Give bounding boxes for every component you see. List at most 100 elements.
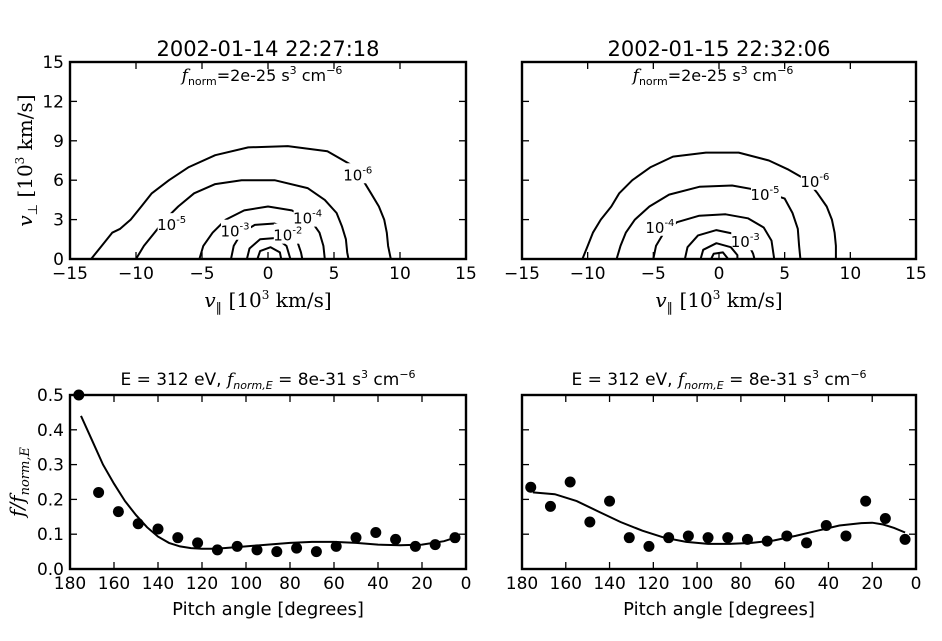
x-tick-label: −5: [641, 264, 666, 284]
data-point: [840, 530, 852, 542]
data-point: [879, 513, 891, 525]
x-axis-label: Pitch angle [degrees]: [623, 599, 815, 620]
y-axis-label: v⊥ [103 km/s]: [13, 94, 41, 226]
x-tick-label: 15: [905, 264, 927, 284]
x-tick-label: 40: [367, 574, 389, 594]
data-point: [584, 516, 596, 528]
data-point: [192, 537, 204, 549]
x-tick-label: 60: [323, 574, 345, 594]
data-point: [152, 523, 164, 535]
contour-label: 10-5: [157, 215, 186, 234]
contour-line: [683, 229, 756, 260]
contour-line: [699, 242, 739, 260]
data-point: [93, 486, 105, 498]
y-tick-label: 0.1: [37, 525, 64, 545]
data-point: [564, 476, 576, 488]
y-tick-label: 0.3: [37, 456, 64, 476]
data-point: [132, 518, 144, 530]
data-point: [702, 532, 714, 544]
fnorm-annotation: fnorm=2e-25 s3 cm−6: [631, 64, 794, 88]
y-tick-label: 0.5: [37, 386, 64, 406]
data-point: [449, 532, 461, 544]
x-tick-label: 40: [818, 574, 840, 594]
x-tick-label: 160: [550, 574, 582, 594]
y-tick-label: 3: [53, 211, 64, 231]
contour-label: 10-5: [750, 185, 779, 204]
data-point: [211, 544, 223, 556]
contour-label-bg: [800, 169, 831, 190]
x-tick-label: 0: [714, 264, 725, 284]
contour-label-bg: [157, 213, 188, 234]
panel-3: 180 160 140 120 100 80 60 40 20 0 0.0 0.1 0.2 0.3 0.4 0…: [5, 368, 471, 620]
contour-label: 10-3: [731, 232, 760, 251]
x-tick-label: 180: [506, 574, 538, 594]
contour-label: 10-4: [293, 209, 322, 228]
data-point: [899, 533, 911, 545]
data-point: [390, 533, 402, 545]
y-tick-label: 0.2: [37, 490, 64, 510]
y-tick-label: 0.4: [37, 421, 64, 441]
x-tick-label: 100: [230, 574, 262, 594]
data-point: [544, 500, 556, 512]
x-tick-label: 0: [461, 574, 472, 594]
x-tick-label: 80: [730, 574, 752, 594]
panel-4: 180 160 140 120 100 80 60 40 20 0 E = 312 eV, fnor…: [506, 368, 922, 620]
x-tick-label: −10: [570, 264, 606, 284]
x-tick-label: −5: [189, 264, 214, 284]
x-tick-label: 15: [455, 264, 477, 284]
x-axis-label: v∥ [103 km/s]: [655, 288, 782, 316]
contour-line: [581, 151, 837, 260]
x-tick-label: 5: [779, 264, 790, 284]
panel-title: 2002-01-15 22:32:06: [607, 37, 830, 61]
data-point: [623, 532, 635, 544]
x-axis-label: Pitch angle [degrees]: [172, 599, 364, 620]
data-point: [231, 540, 243, 552]
x-tick-label: 140: [593, 574, 625, 594]
data-point: [643, 540, 655, 552]
data-point: [350, 532, 362, 544]
contour-line: [256, 246, 283, 260]
data-point: [330, 540, 342, 552]
panel-2: −15 −10 −5 0 5 10 15 2002-01-15 22:32:06 fnorm=2…: [504, 37, 927, 316]
panel-title: 2002-01-14 22:27:18: [156, 37, 379, 61]
y-tick-label: 6: [53, 171, 64, 191]
contour-label-bg: [645, 215, 676, 236]
contour-label: 10-3: [220, 222, 249, 241]
data-point: [73, 389, 85, 401]
x-tick-label: 5: [329, 264, 340, 284]
data-point: [310, 546, 322, 558]
x-tick-label: 20: [411, 574, 433, 594]
contour-label: 10-6: [800, 172, 829, 191]
contour-line: [652, 213, 776, 260]
data-point: [741, 533, 753, 545]
x-tick-label: 180: [54, 574, 86, 594]
contour-label: 10-6: [343, 165, 372, 184]
x-tick-label: 10: [389, 264, 411, 284]
panel-title: E = 312 eV, fnorm,E = 8e-31 s3 cm−6: [120, 368, 415, 392]
contour-label-bg: [750, 182, 781, 203]
contour-line: [90, 145, 392, 260]
panel-1: −15 −10 −5 0 5 10 15 0 3 6 9 12 15 2002-01-14 22:27:1…: [13, 37, 477, 316]
x-tick-label: −15: [504, 264, 540, 284]
contour-line: [198, 205, 326, 260]
y-tick-label: 0.0: [37, 560, 64, 580]
contour-label: 10-4: [645, 218, 674, 237]
data-point: [860, 495, 872, 507]
data-point: [271, 546, 283, 558]
data-point: [604, 495, 616, 507]
y-tick-label: 9: [53, 132, 64, 152]
data-point: [525, 481, 537, 493]
x-tick-label: −10: [118, 264, 154, 284]
contour-line: [245, 237, 292, 260]
x-axis-label: v∥ [103 km/s]: [204, 288, 331, 316]
data-point: [761, 535, 773, 547]
plot-frame: [68, 60, 468, 261]
x-tick-label: 0: [263, 264, 274, 284]
contour-label-bg: [221, 219, 251, 240]
contour-label-bg: [273, 223, 304, 244]
contour-line: [230, 222, 304, 260]
panel-title: E = 312 eV, fnorm,E = 8e-31 s3 cm−6: [571, 368, 866, 392]
y-axis-label: f/fnorm,E: [5, 447, 33, 519]
x-tick-label: 100: [681, 574, 713, 594]
